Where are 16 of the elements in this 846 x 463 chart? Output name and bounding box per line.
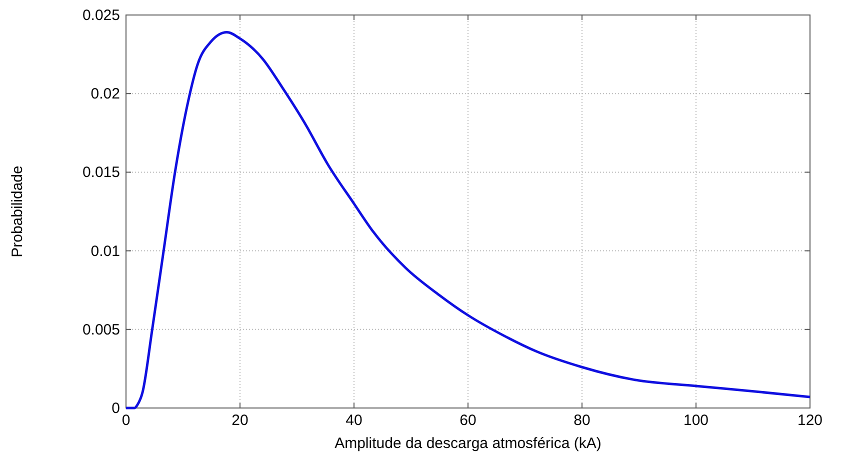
y-tick-label: 0.01 xyxy=(90,242,120,260)
x-tick-label: 100 xyxy=(683,412,709,429)
x-tick-label: 0 xyxy=(122,412,130,429)
y-tick-label: 0.025 xyxy=(82,7,120,24)
x-tick-label: 80 xyxy=(574,412,590,429)
x-axis-title: Amplitude da descarga atmosférica (kA) xyxy=(334,435,602,452)
y-tick-label: 0.015 xyxy=(82,164,120,182)
x-tick-label: 60 xyxy=(460,412,476,429)
line-series xyxy=(124,31,812,410)
x-tick-label: 40 xyxy=(346,412,362,429)
x-tick-label: 20 xyxy=(232,412,248,429)
x-tick-label: 120 xyxy=(797,412,823,429)
y-axis-title: Probabilidade xyxy=(9,166,26,258)
y-tick-label: 0 xyxy=(112,400,120,417)
y-tick-label: 0.02 xyxy=(90,86,120,103)
y-tick-label: 0.005 xyxy=(82,321,120,338)
